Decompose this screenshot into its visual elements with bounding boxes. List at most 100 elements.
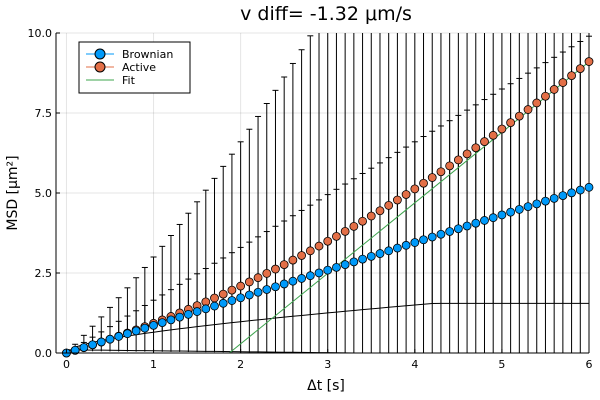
brownian-point (218, 298, 228, 308)
brownian-point (401, 240, 411, 250)
legend: Brownian Active Fit (78, 41, 191, 94)
active-point (532, 98, 542, 108)
y-axis-title: MSD [μm²] (5, 155, 21, 230)
chart-title: v diff= -1.32 μm/s (240, 3, 412, 25)
data-markers (62, 57, 594, 358)
brownian-point (514, 204, 524, 214)
x-axis-title: Δt [s] (307, 378, 345, 394)
brownian-point (462, 221, 472, 231)
brownian-point (105, 334, 115, 344)
brownian-point (532, 199, 542, 209)
active-point (297, 251, 306, 260)
active-point (567, 71, 576, 81)
brownian-point (497, 210, 507, 220)
active-point (410, 184, 420, 194)
x-tick-label: 1 (150, 358, 157, 371)
active-point (236, 281, 246, 291)
active-point (427, 173, 437, 182)
legend-label-fit: Fit (122, 74, 136, 87)
brownian-point (314, 268, 324, 278)
brownian-point (271, 282, 280, 292)
brownian-point (210, 301, 219, 311)
brownian-point (410, 238, 420, 247)
active-point (218, 289, 228, 299)
brownian-point (96, 337, 106, 347)
active-point (514, 111, 524, 121)
brownian-point (70, 345, 80, 355)
brownian-point (506, 207, 516, 217)
active-point (419, 178, 428, 188)
brownian-point (140, 323, 150, 333)
y-tick-label: 5.0 (35, 187, 53, 200)
brownian-point (575, 185, 585, 195)
active-point (488, 130, 498, 140)
brownian-point (88, 340, 97, 350)
active-point (210, 293, 219, 303)
x-tick-label: 6 (586, 358, 593, 371)
y-tick-label: 0.0 (35, 347, 53, 360)
y-tick-label: 2.5 (35, 267, 53, 280)
brownian-point (262, 285, 272, 294)
active-point (253, 273, 263, 283)
brownian-point (297, 274, 306, 283)
brownian-point (201, 304, 211, 314)
active-point (392, 195, 402, 205)
active-point (584, 57, 594, 66)
active-point (384, 201, 394, 210)
brownian-point (236, 293, 246, 303)
legend-entry-brownian: Brownian (86, 48, 173, 61)
brownian-point (471, 218, 481, 228)
brownian-point (123, 329, 132, 339)
active-point (401, 190, 411, 199)
legend-label-brownian: Brownian (122, 48, 173, 61)
brownian-point (227, 296, 237, 305)
brownian-point (419, 235, 428, 245)
active-point (366, 211, 376, 221)
brownian-point (349, 257, 359, 267)
brownian-point (436, 229, 446, 239)
active-point (558, 78, 568, 87)
active-point (314, 241, 324, 251)
legend-label-active: Active (122, 61, 156, 74)
brownian-point (480, 216, 489, 225)
active-point (271, 264, 280, 274)
active-point (349, 221, 359, 231)
brownian-point (358, 254, 367, 264)
active-point (305, 246, 315, 256)
active-point (244, 277, 254, 287)
active-point (227, 285, 237, 295)
active-point (340, 226, 350, 236)
legend-entry-fit: Fit (86, 74, 136, 87)
brownian-point (305, 271, 315, 281)
active-point (288, 255, 298, 265)
active-point (506, 118, 516, 127)
brownian-point (375, 249, 385, 258)
brownian-point (332, 262, 341, 272)
brownian-point (114, 332, 124, 341)
active-point (523, 105, 533, 114)
brownian-point (541, 196, 550, 206)
brownian-point (323, 265, 333, 275)
brownian-point (549, 193, 559, 203)
x-tick-label: 4 (411, 358, 418, 371)
active-point (323, 236, 333, 246)
axis-ticks: 0 1 2 3 4 5 6 0.0 2.5 5.0 7.5 10.0 (28, 27, 593, 371)
brownian-point (523, 202, 533, 212)
brownian-point (244, 290, 254, 300)
brownian-point (166, 315, 176, 325)
active-point (575, 64, 585, 74)
brownian-point (192, 307, 202, 316)
x-tick-label: 0 (63, 358, 70, 371)
brownian-point (79, 343, 89, 352)
brownian-point (253, 287, 263, 297)
brownian-point (392, 243, 402, 253)
brownian-point (149, 320, 158, 330)
brownian-point (445, 227, 455, 236)
x-tick-label: 2 (237, 358, 244, 371)
brownian-point (340, 260, 350, 270)
brownian-point (584, 182, 594, 192)
y-tick-label: 10.0 (28, 27, 53, 40)
active-point (462, 149, 472, 159)
x-tick-label: 5 (498, 358, 505, 371)
